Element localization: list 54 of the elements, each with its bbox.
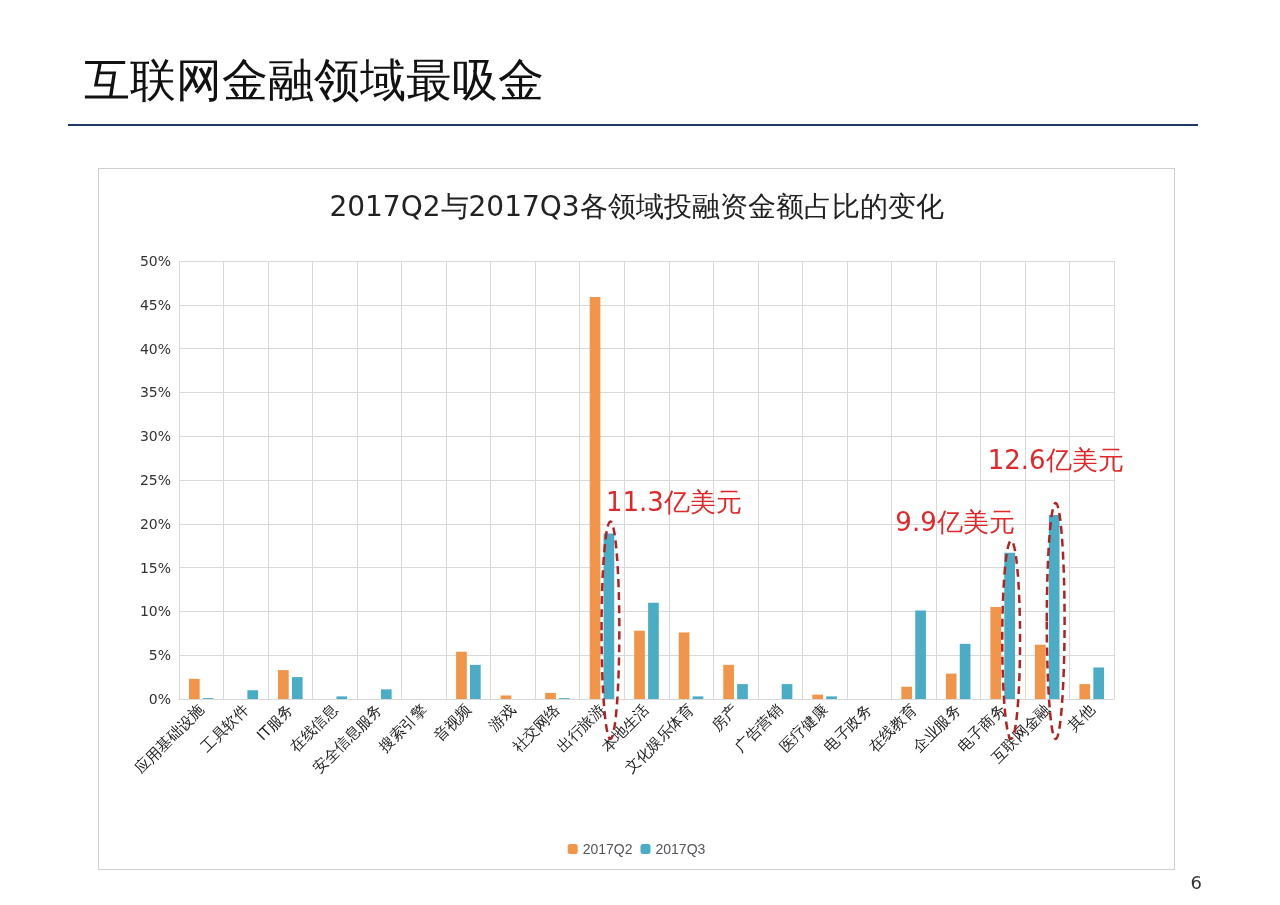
text: 6 bbox=[1190, 872, 1202, 893]
bar bbox=[1034, 644, 1046, 699]
annotation: 12.6亿美元 bbox=[987, 445, 1124, 476]
y-tick-label: 40% bbox=[139, 340, 171, 357]
x-tick-label: 音视频 bbox=[430, 700, 475, 746]
y-tick-label: 50% bbox=[139, 253, 171, 269]
bar bbox=[1079, 684, 1091, 699]
x-tick-label: 房产 bbox=[707, 700, 742, 735]
y-tick-label: 10% bbox=[139, 603, 171, 620]
y-tick-label: 45% bbox=[139, 296, 171, 313]
bar bbox=[603, 533, 615, 699]
bar bbox=[723, 664, 734, 699]
x-tick-label: 其他 bbox=[1064, 700, 1099, 735]
y-tick-label: 5% bbox=[148, 647, 171, 664]
bar bbox=[380, 689, 392, 699]
chart-title: 互联网金融领域最吸金 bbox=[84, 52, 544, 109]
legend-label: 2017Q2 bbox=[582, 841, 633, 857]
bar bbox=[781, 684, 793, 699]
legend-label: 2017Q3 bbox=[655, 841, 706, 857]
bar bbox=[959, 643, 971, 699]
bar bbox=[589, 296, 601, 699]
bar bbox=[188, 678, 200, 699]
chart-subtitle: 2017Q2与2017Q3各领域投融资金额占比的变化 bbox=[329, 189, 944, 223]
annotation: 9.9亿美元 bbox=[895, 506, 1015, 537]
bar bbox=[1048, 515, 1060, 699]
bar bbox=[291, 677, 303, 699]
bar bbox=[634, 630, 645, 699]
x-tick-label: 游戏 bbox=[485, 700, 520, 735]
y-tick-label: 35% bbox=[139, 384, 171, 401]
y-tick-label: 30% bbox=[139, 428, 171, 445]
bar bbox=[247, 690, 259, 699]
bar bbox=[336, 696, 348, 699]
bar bbox=[692, 696, 704, 699]
y-tick-label: 0% bbox=[148, 691, 171, 707]
bar bbox=[812, 694, 823, 699]
bar bbox=[470, 664, 481, 699]
bar bbox=[1093, 667, 1105, 699]
y-tick-label: 25% bbox=[139, 472, 171, 488]
bar bbox=[990, 607, 1002, 699]
bar bbox=[545, 692, 556, 699]
bar bbox=[678, 632, 690, 699]
bar bbox=[648, 602, 659, 699]
bar bbox=[456, 651, 467, 699]
bar bbox=[1004, 552, 1015, 699]
bar bbox=[826, 696, 837, 699]
bar bbox=[945, 673, 957, 699]
bar bbox=[278, 670, 289, 699]
annotation: 11.3亿美元 bbox=[605, 487, 742, 518]
bar bbox=[500, 695, 512, 699]
y-tick-label: 20% bbox=[139, 515, 171, 532]
bar bbox=[737, 684, 748, 699]
bar bbox=[901, 686, 913, 699]
bar bbox=[915, 610, 926, 699]
y-tick-label: 15% bbox=[139, 559, 171, 576]
